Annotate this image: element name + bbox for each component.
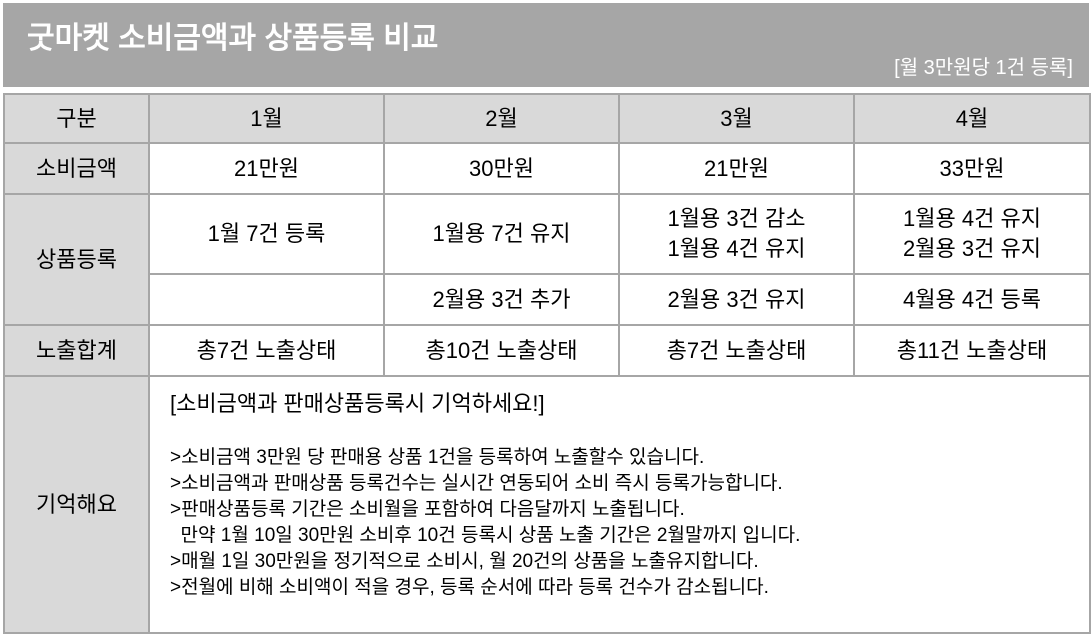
registration-row: 2월용 3건 추가 2월용 3건 유지 4월용 4건 등록 bbox=[4, 273, 1091, 326]
memo-line: >전월에 비해 소비액이 적을 경우, 등록 순서에 따라 등록 건수가 감소됩… bbox=[170, 577, 769, 598]
comparison-table: 구분 1월 2월 3월 4월 소비금액 21만원 30만원 21만원 33만원 … bbox=[3, 93, 1091, 634]
header-row: 구분 1월 2월 3월 4월 bbox=[3, 93, 1091, 144]
registration-cell: 1월 7건 등록 bbox=[148, 193, 385, 275]
cell-line: 2월용 3건 유지 bbox=[903, 236, 1041, 261]
spend-cell: 21만원 bbox=[618, 142, 855, 195]
header-cell: 4월 bbox=[853, 93, 1091, 144]
spend-cell: 21만원 bbox=[148, 142, 385, 195]
header-cell: 1월 bbox=[148, 93, 385, 144]
memo-line: >매월 1일 30만원을 정기적으로 소비시, 월 20건의 상품을 노출유지합… bbox=[170, 551, 759, 572]
memo-line: 만약 1월 10일 30만원 소비후 10건 등록시 상품 노출 기간은 2월말… bbox=[170, 525, 801, 546]
cell-line: 1월 7건 등록 bbox=[207, 221, 326, 246]
row-label: 상품등록 bbox=[3, 193, 150, 326]
memo-row: 기억해요 [소비금액과 판매상품등록시 기억하세요!] >소비금액 3만원 당 … bbox=[3, 375, 1091, 634]
row-label: 소비금액 bbox=[3, 142, 150, 195]
registration-cell bbox=[148, 273, 385, 326]
registration-cell: 1월용 4건 유지 2월용 3건 유지 bbox=[853, 193, 1091, 275]
spend-cell: 33만원 bbox=[853, 142, 1091, 195]
page-title: 굿마켓 소비금액과 상품등록 비교 bbox=[27, 22, 439, 55]
memo-title: [소비금액과 판매상품등록시 기억하세요!] bbox=[170, 391, 545, 416]
registration-row: 상품등록 1월 7건 등록 1월용 7건 유지 1월용 3건 감소 1월용 4건 … bbox=[3, 193, 1091, 326]
row-label: 기억해요 bbox=[3, 375, 150, 634]
total-cell: 총7건 노출상태 bbox=[148, 324, 385, 377]
cell-line: 1월용 4건 유지 bbox=[903, 206, 1041, 231]
header-cell: 3월 bbox=[618, 93, 855, 144]
memo-line: >소비금액 3만원 당 판매용 상품 1건을 등록하여 노출할수 있습니다. bbox=[170, 447, 705, 468]
page-subtitle: [월 3만원당 1건 등록] bbox=[894, 57, 1073, 79]
total-cell: 총11건 노출상태 bbox=[853, 324, 1091, 377]
registration-cell: 2월용 3건 추가 bbox=[383, 273, 620, 326]
registration-cell: 4월용 4건 등록 bbox=[853, 273, 1091, 326]
memo-cell: [소비금액과 판매상품등록시 기억하세요!] >소비금액 3만원 당 판매용 상… bbox=[148, 375, 1091, 634]
cell-line: 1월용 3건 감소 bbox=[667, 206, 806, 231]
registration-cell: 1월용 7건 유지 bbox=[383, 193, 620, 275]
row-label: 노출합계 bbox=[3, 324, 150, 377]
memo-line: >소비금액과 판매상품 등록건수는 실시간 연동되어 소비 즉시 등록가능합니다… bbox=[170, 473, 783, 494]
memo-line: >판매상품등록 기간은 소비월을 포함하여 다음달까지 노출됩니다. bbox=[170, 499, 685, 520]
total-cell: 총10건 노출상태 bbox=[383, 324, 620, 377]
spend-row: 소비금액 21만원 30만원 21만원 33만원 bbox=[3, 142, 1091, 195]
registration-cell: 2월용 3건 유지 bbox=[618, 273, 855, 326]
cell-line: 1월용 7건 유지 bbox=[432, 221, 571, 246]
registration-cell: 1월용 3건 감소 1월용 4건 유지 bbox=[618, 193, 855, 275]
header-cell: 2월 bbox=[383, 93, 620, 144]
total-row: 노출합계 총7건 노출상태 총10건 노출상태 총7건 노출상태 총11건 노출… bbox=[3, 324, 1091, 377]
memo-lines: >소비금액 3만원 당 판매용 상품 1건을 등록하여 노출할수 있습니다. >… bbox=[170, 445, 1089, 601]
spend-cell: 30만원 bbox=[383, 142, 620, 195]
title-banner: 굿마켓 소비금액과 상품등록 비교 [월 3만원당 1건 등록] bbox=[3, 3, 1089, 87]
header-cell: 구분 bbox=[3, 93, 150, 144]
total-cell: 총7건 노출상태 bbox=[618, 324, 855, 377]
cell-line: 1월용 4건 유지 bbox=[667, 236, 806, 261]
